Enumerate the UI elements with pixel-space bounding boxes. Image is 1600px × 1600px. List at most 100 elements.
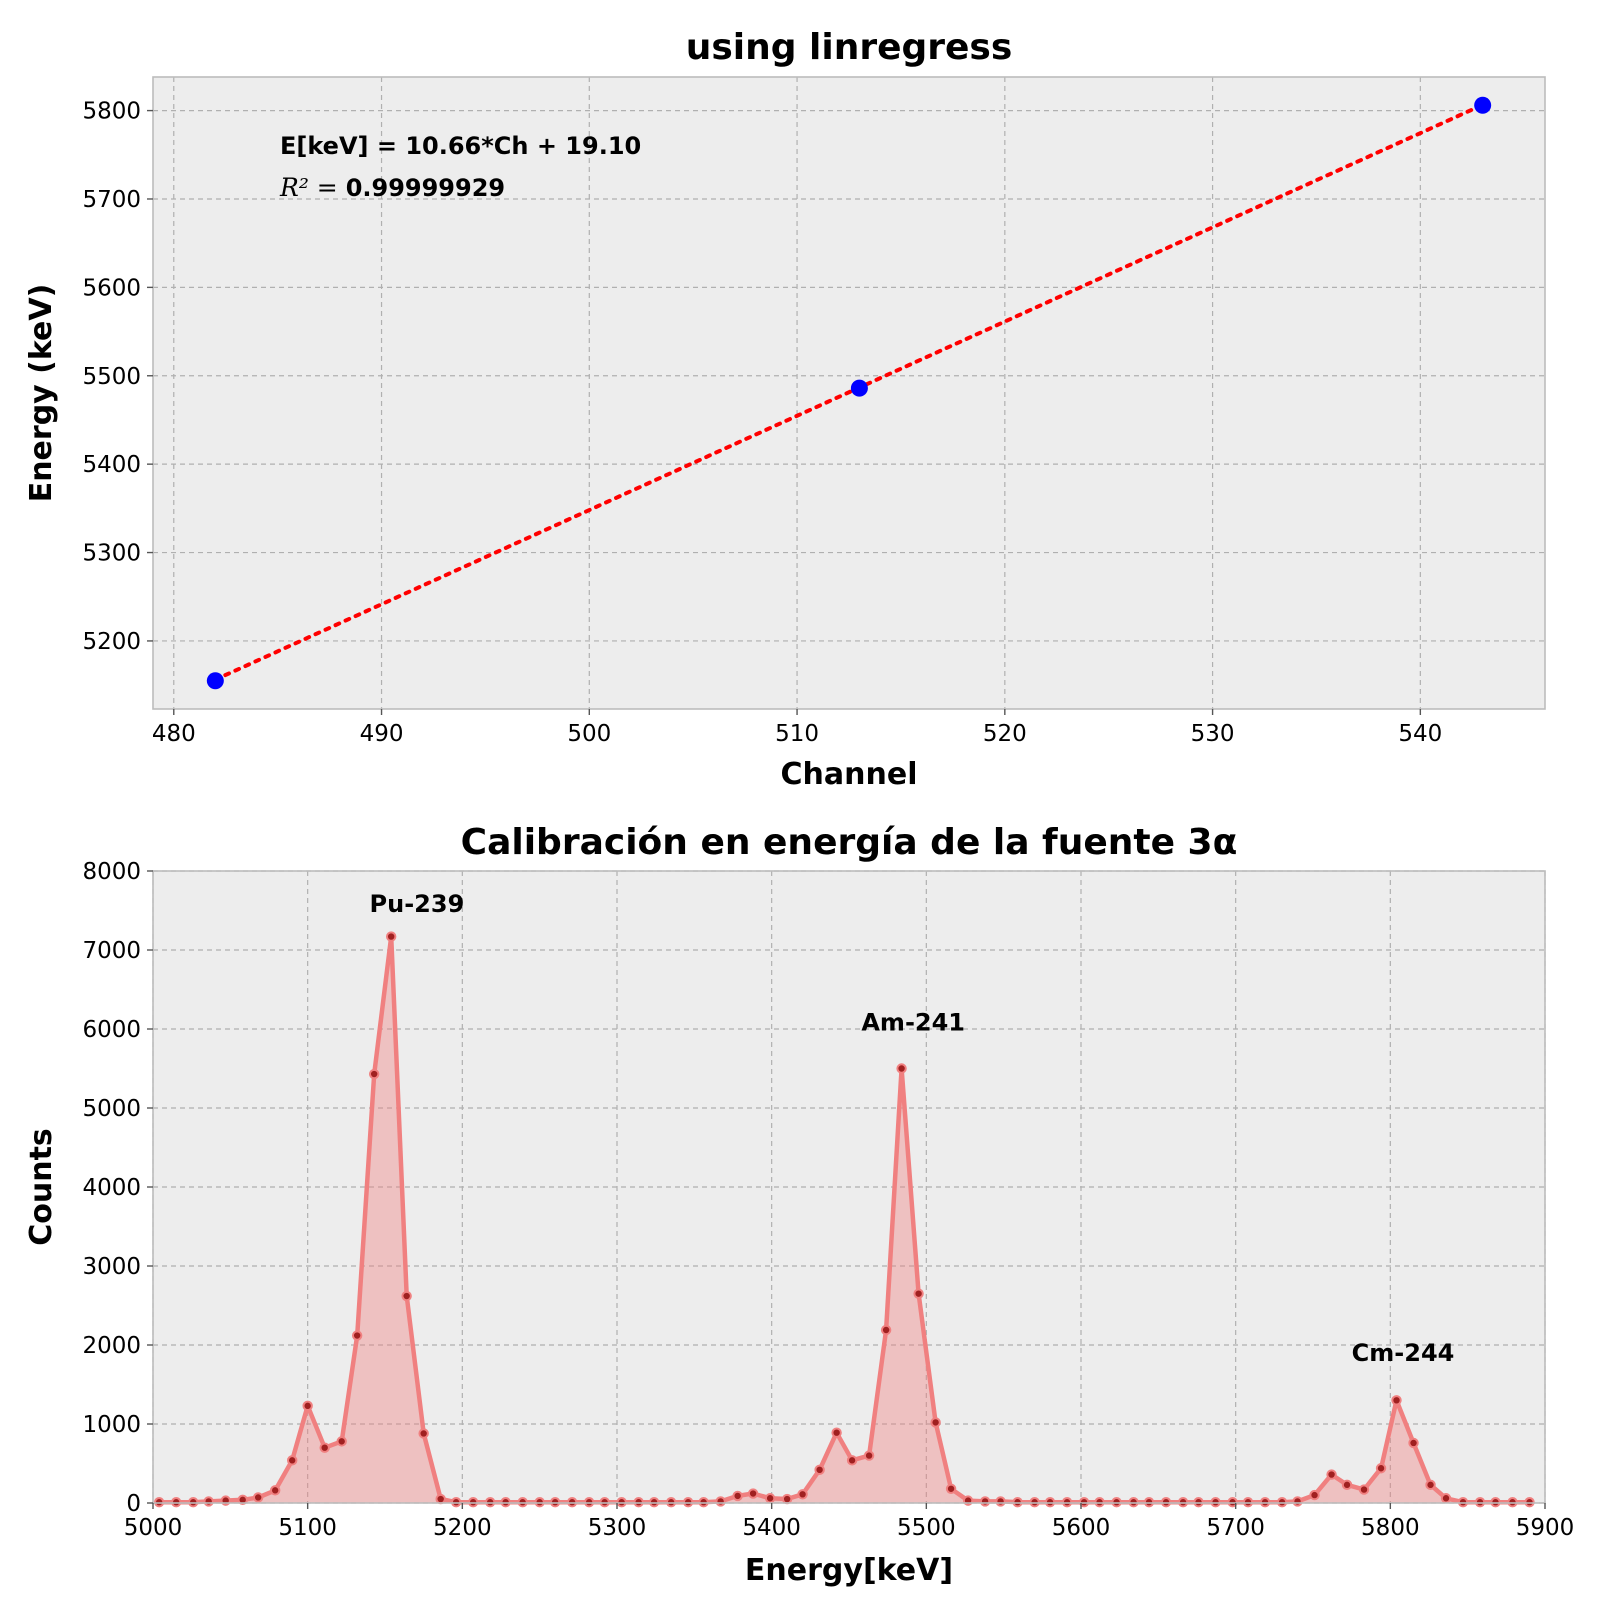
r-squared-label: R² = (279, 173, 346, 202)
y-tick-label: 5800 (82, 99, 141, 125)
x-tick-label: 520 (983, 721, 1027, 747)
spectrum-point (319, 1442, 330, 1453)
peak-label: Pu-239 (370, 890, 465, 918)
y-tick-label: 0 (126, 1491, 141, 1517)
spectrum-point (732, 1490, 743, 1502)
data-point (850, 379, 868, 397)
x-tick-label: 480 (152, 721, 196, 747)
spectrum-point (385, 931, 397, 942)
spectrum-point (287, 1455, 298, 1466)
spectrum-point (1326, 1469, 1337, 1480)
spectrum-point (1292, 1496, 1303, 1507)
y-tick-label: 5000 (82, 1096, 141, 1122)
spectrum-point (1375, 1463, 1387, 1474)
x-tick-label: 530 (1191, 721, 1235, 747)
spectrum-point (979, 1496, 991, 1507)
calibration-fit-chart: 480 490 500 510 520 530 540 5200 5300 5400 5500 560… (24, 27, 1546, 792)
y-tick-label: 4000 (82, 1175, 141, 1201)
x-tick-label: 5300 (588, 1515, 647, 1541)
data-point (206, 672, 224, 690)
y-tick-label: 5300 (82, 541, 141, 567)
spectrum-point (945, 1483, 957, 1494)
spectrum-point (781, 1493, 793, 1505)
x-tick-label: 500 (567, 721, 611, 747)
spectrum-point (831, 1427, 842, 1438)
spectrum-point (418, 1428, 429, 1439)
x-axis-label-2: Energy[keV] (745, 1553, 953, 1588)
spectrum-point (764, 1493, 776, 1504)
spectrum-point (269, 1485, 281, 1496)
chart-title-1: using linregress (686, 27, 1013, 68)
x-tick-label: 490 (360, 721, 404, 747)
y-tick-label: 5700 (82, 187, 141, 213)
spectrum-point (814, 1464, 825, 1476)
y-tick-label: 5200 (82, 629, 141, 655)
y-tick-label: 5500 (82, 364, 141, 390)
spectrum-point (880, 1324, 892, 1336)
spectrum-point (995, 1496, 1006, 1507)
spectrum-point (715, 1496, 726, 1507)
x-tick-label: 5100 (278, 1515, 337, 1541)
x-axis-label-1: Channel (781, 757, 918, 792)
peak-label: Cm-244 (1352, 1339, 1455, 1367)
spectrum-point (401, 1290, 412, 1302)
spectrum-point (1440, 1493, 1452, 1504)
spectrum-point (302, 1400, 313, 1412)
spectrum-point (1391, 1395, 1402, 1406)
y-tick-label: 8000 (82, 859, 141, 885)
y-tick-label: 5600 (82, 275, 141, 301)
spectrum-point (237, 1494, 248, 1506)
spectrum-point (846, 1455, 858, 1466)
x-tick-label: 5500 (897, 1515, 956, 1541)
spectrum-point (896, 1063, 907, 1074)
spectrum-point (336, 1436, 347, 1447)
spectrum-point (747, 1488, 759, 1499)
spectrum-point (930, 1417, 941, 1428)
x-tick-label: 5200 (433, 1515, 492, 1541)
spectrum-point (863, 1450, 875, 1461)
y-tick-label: 2000 (82, 1333, 141, 1359)
x-tick-label: 510 (775, 721, 819, 747)
chart-title-2: Calibración en energía de la fuente 3α (461, 822, 1238, 863)
peak-labels: Pu-239 Am-241 Cm-244 (370, 890, 1455, 1367)
fit-equation: E[keV] = 10.66*Ch + 19.10 (280, 132, 641, 160)
spectrum-point (797, 1489, 808, 1500)
spectrum-point (252, 1492, 264, 1503)
y-tick-label: 6000 (82, 1017, 141, 1043)
y-axis-label-2: Counts (24, 1128, 59, 1246)
x-tick-label: 5000 (124, 1515, 183, 1541)
x-tick-label: 5800 (1361, 1515, 1420, 1541)
data-points-1 (206, 96, 1492, 690)
y-tick-label: 3000 (82, 1254, 141, 1280)
spectrum-point (351, 1330, 363, 1341)
spectrum-point (1309, 1489, 1320, 1501)
spectrum-point (435, 1493, 446, 1505)
plot-frame-1 (152, 76, 1546, 710)
x-tick-label: 5400 (742, 1515, 801, 1541)
x-tick-label: 5700 (1206, 1515, 1265, 1541)
spectrum-point (203, 1496, 214, 1507)
spectrum-point (1341, 1479, 1353, 1491)
spectrum-point (913, 1288, 924, 1299)
data-point (1474, 96, 1492, 114)
r-squared-value: 0.99999929 (346, 174, 505, 202)
ticks-2: 5000 5100 5200 5300 5400 5500 5600 5700 5800 5900… (82, 859, 1574, 1541)
r-squared-annotation: R² = 0.99999929 (279, 173, 505, 202)
spectrum-point (1425, 1479, 1436, 1491)
spectrum-point (1358, 1484, 1370, 1495)
spectrum-point (368, 1068, 380, 1080)
y-tick-label: 7000 (82, 938, 141, 964)
peak-label: Am-241 (861, 1009, 965, 1037)
y-axis-label-1: Energy (keV) (24, 284, 59, 503)
x-tick-label: 540 (1398, 721, 1442, 747)
fit-line (213, 102, 1485, 682)
x-tick-label: 5900 (1516, 1515, 1575, 1541)
x-tick-label: 5600 (1052, 1515, 1111, 1541)
y-tick-label: 5400 (82, 452, 141, 478)
gridlines-1 (153, 77, 1545, 709)
spectrum-point (1408, 1437, 1419, 1449)
ticks-1: 480 490 500 510 520 530 540 5200 5300 5400 5500 560… (82, 99, 1442, 747)
spectrum-chart: 5000 5100 5200 5300 5400 5500 5600 5700 5800 5900… (24, 822, 1574, 1588)
y-tick-label: 1000 (82, 1412, 141, 1438)
